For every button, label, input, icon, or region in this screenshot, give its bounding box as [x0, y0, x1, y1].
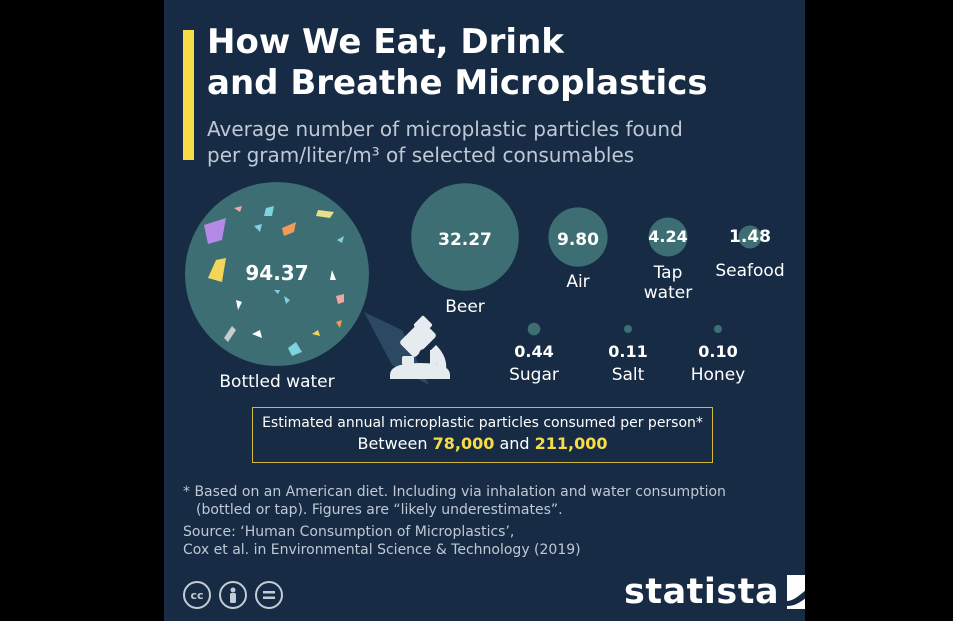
- plastic-fragment-5: [316, 210, 334, 218]
- title-accent-bar: [183, 30, 194, 160]
- bubble-sugar: [527, 322, 541, 336]
- by-icon[interactable]: [219, 581, 247, 609]
- category-label-seafood: Seafood: [715, 261, 784, 281]
- estimate-label: Estimated annual microplastic particles …: [262, 415, 703, 431]
- infographic-card: How We Eat, Drink and Breathe Microplast…: [164, 0, 805, 621]
- plastic-fragment-9: [330, 270, 336, 280]
- footnotes: * Based on an American diet. Including v…: [183, 483, 783, 559]
- value-label-honey: 0.10: [698, 342, 737, 361]
- plastic-fragment-8: [254, 224, 262, 232]
- subtitle-line-2: per gram/liter/m³ of selected consumable…: [207, 143, 635, 167]
- plastic-fragment-10: [236, 300, 242, 310]
- bubble-group: [185, 182, 762, 366]
- statista-brand[interactable]: statista: [624, 572, 805, 612]
- bubble-beer: [411, 183, 519, 291]
- value-label-bottled-water: 94.37: [245, 261, 308, 285]
- value-label-seafood: 1.48: [729, 227, 771, 247]
- footnote-line-2: (bottled or tap). Figures are “likely un…: [196, 502, 563, 518]
- title-line-1: How We Eat, Drink: [207, 22, 564, 62]
- cc-icon[interactable]: cc: [183, 581, 211, 609]
- bubble-chart: 94.37 32.27 9.80 4.24 1.48 0.44 0.11 0.10 Bottl…: [185, 182, 785, 392]
- category-label-tap-water-2: water: [644, 283, 692, 303]
- plastic-fragment-6: [337, 236, 344, 243]
- value-label-salt: 0.11: [608, 342, 647, 361]
- estimate-low: 78,000: [432, 434, 495, 453]
- category-label-tap-water-1: Tap: [653, 263, 683, 283]
- source-line-1: Source: ‘Human Consumption of Microplast…: [183, 524, 515, 540]
- category-label-honey: Honey: [691, 365, 745, 385]
- category-label-bottled-water: Bottled water: [219, 372, 334, 392]
- plastic-fragment-2: [208, 258, 226, 282]
- plastic-fragment-13: [224, 326, 236, 342]
- plastic-fragment-3: [264, 206, 274, 216]
- estimate-between: Between: [357, 434, 428, 453]
- statista-logo-icon: [787, 575, 805, 609]
- plastic-fragment-16: [336, 320, 342, 328]
- title-line-2: and Breathe Microplastics: [207, 63, 708, 103]
- chart-title: How We Eat, Drink and Breathe Microplast…: [207, 22, 787, 104]
- estimate-range: Between 78,000 and 211,000: [253, 434, 712, 454]
- plastic-fragment-7: [234, 206, 242, 212]
- bubble-tap-water: [648, 217, 688, 257]
- estimate-high: 211,000: [534, 434, 608, 453]
- category-label-beer: Beer: [445, 297, 485, 317]
- source-line-2: Cox et al. in Environmental Science & Te…: [183, 542, 581, 558]
- footnote-line-1: * Based on an American diet. Including v…: [183, 484, 726, 500]
- microscope-icon: [390, 315, 450, 379]
- value-labels: 94.37 32.27 9.80 4.24 1.48 0.44 0.11 0.10: [245, 227, 771, 361]
- plastic-fragment-1: [204, 218, 226, 244]
- plastic-fragment-12: [336, 294, 344, 304]
- bubble-seafood: [738, 225, 762, 249]
- statista-logo-text: statista: [624, 572, 780, 612]
- category-label-air: Air: [566, 272, 589, 292]
- subtitle-line-1: Average number of microplastic particles…: [207, 117, 683, 141]
- category-label-salt: Salt: [612, 365, 645, 385]
- plastic-fragment-14: [252, 330, 262, 338]
- category-label-sugar: Sugar: [509, 365, 559, 385]
- bubble-salt: [624, 325, 632, 333]
- value-label-tap-water: 4.24: [648, 227, 687, 246]
- value-label-air: 9.80: [557, 230, 599, 250]
- annual-estimate-box: Estimated annual microplastic particles …: [252, 407, 713, 463]
- value-label-beer: 32.27: [438, 230, 492, 250]
- bubble-air: [548, 207, 608, 267]
- plastic-fragment-15: [312, 330, 320, 336]
- bubble-bottled-water: [185, 182, 369, 366]
- plastic-fragment-17: [288, 342, 302, 356]
- bubble-honey: [714, 325, 722, 333]
- license-icons: cc: [183, 581, 283, 609]
- plastic-fragment-4: [282, 222, 296, 236]
- plastic-fragment-18: [274, 290, 280, 294]
- value-label-sugar: 0.44: [514, 342, 553, 361]
- plastic-fragment-11: [284, 296, 290, 304]
- plastic-fragments: [204, 206, 344, 356]
- nd-icon[interactable]: [255, 581, 283, 609]
- chart-subtitle: Average number of microplastic particles…: [207, 116, 767, 168]
- estimate-and: and: [499, 434, 530, 453]
